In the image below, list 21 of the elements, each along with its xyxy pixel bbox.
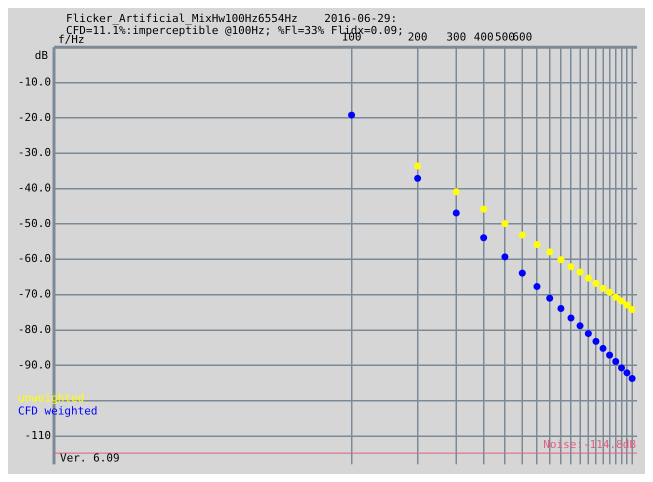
y-tick-label: -70.0 [18, 288, 51, 301]
y-tick-label: -30.0 [18, 146, 51, 160]
text: CFD weighted [18, 404, 98, 418]
y-tick-label: -90.0 [18, 358, 51, 372]
y-tick-label: -110 [24, 428, 51, 442]
x-axis-title: f/Hz [58, 33, 84, 46]
x-tick-label: 500 [494, 30, 515, 44]
x-tick-label: 300 [446, 30, 466, 44]
text: unweighted [18, 391, 84, 404]
y-tick-label: -50.0 [18, 216, 51, 230]
chart-title: Flicker_Artificial_MixHw100Hz6554Hz 2016-06-29: [66, 12, 398, 25]
x-tick-label: 600 [512, 30, 532, 44]
y-tick-label: -80.0 [18, 322, 51, 336]
x-tick-label: 200 [408, 30, 428, 44]
y-tick-label: -10.0 [18, 75, 51, 88]
y-tick-label: -20.0 [18, 110, 51, 124]
y-tick-label: -60.0 [18, 252, 51, 266]
y-axis-title: dB [34, 49, 48, 62]
y-tick-label: -40.0 [18, 181, 51, 194]
x-tick-label: 400 [474, 30, 494, 44]
annotation: Ver. 6.09 [60, 451, 120, 464]
